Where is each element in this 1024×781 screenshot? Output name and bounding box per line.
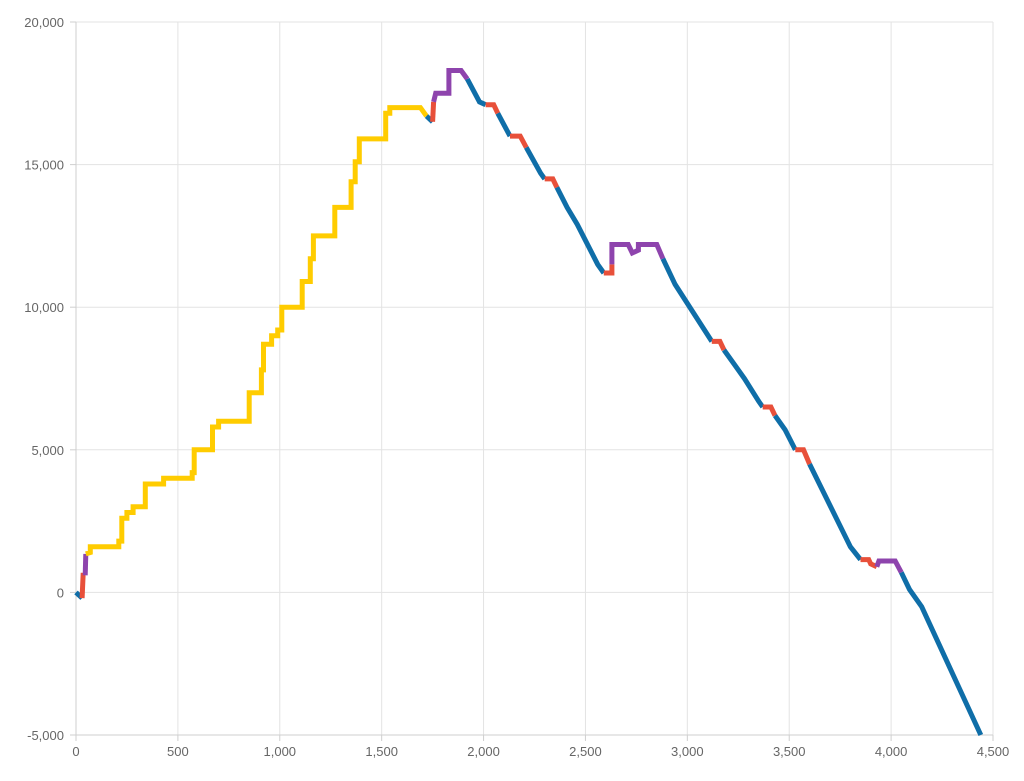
series-segment-blue: [524, 146, 547, 181]
x-tick-label: 2,000: [467, 744, 500, 759]
series-segment-purple: [874, 558, 904, 574]
series-segment-blue: [772, 414, 798, 451]
y-tick-label: 20,000: [24, 15, 64, 30]
series-segment-red: [603, 264, 615, 276]
series-segment-blue: [899, 571, 984, 737]
series-segment-red: [860, 557, 878, 569]
series-segment-blue: [495, 112, 513, 138]
y-tick-label: 0: [57, 585, 64, 600]
series-segment-red: [762, 404, 778, 417]
x-tick-label: 4,500: [977, 744, 1010, 759]
x-tick-label: 1,500: [365, 744, 398, 759]
series-segment-red: [430, 101, 437, 122]
series-segment-red: [795, 447, 812, 466]
y-tick-label: -5,000: [27, 728, 64, 743]
series-segment-red: [79, 572, 86, 599]
series-segment-blue: [465, 77, 487, 107]
series-segment-blue: [807, 462, 863, 562]
x-tick-label: 0: [72, 744, 79, 759]
data-series: [74, 68, 984, 737]
x-tick-label: 4,000: [875, 744, 908, 759]
gridlines: [75, 21, 994, 736]
series-segment-blue: [554, 186, 606, 275]
x-tick-label: 3,500: [773, 744, 806, 759]
y-axis-tick-labels: -5,000 0 5,000 10,000 15,000 20,000: [24, 15, 64, 743]
series-segment-blue: [721, 348, 765, 409]
x-tick-label: 500: [167, 744, 189, 759]
series-segment-purple: [609, 242, 666, 265]
x-tick-label: 1,000: [264, 744, 297, 759]
series-segment-red: [510, 133, 529, 149]
x-tick-label: 2,500: [569, 744, 602, 759]
series-segment-blue: [660, 257, 714, 343]
axes: [70, 21, 994, 741]
y-tick-label: 10,000: [24, 300, 64, 315]
series-segment-red: [485, 102, 501, 115]
series-segment-purple: [431, 68, 470, 103]
series-segment-red: [544, 176, 560, 189]
x-axis-tick-labels: 0 500 1,000 1,500 2,000 2,500 3,000 3,500 4,000 4…: [72, 744, 1009, 759]
series-segment-purple: [82, 553, 89, 576]
series-segment-yellow: [85, 105, 429, 557]
y-tick-label: 5,000: [31, 443, 64, 458]
series-segment-red: [711, 338, 727, 352]
x-tick-label: 3,000: [671, 744, 704, 759]
y-tick-label: 15,000: [24, 158, 64, 173]
